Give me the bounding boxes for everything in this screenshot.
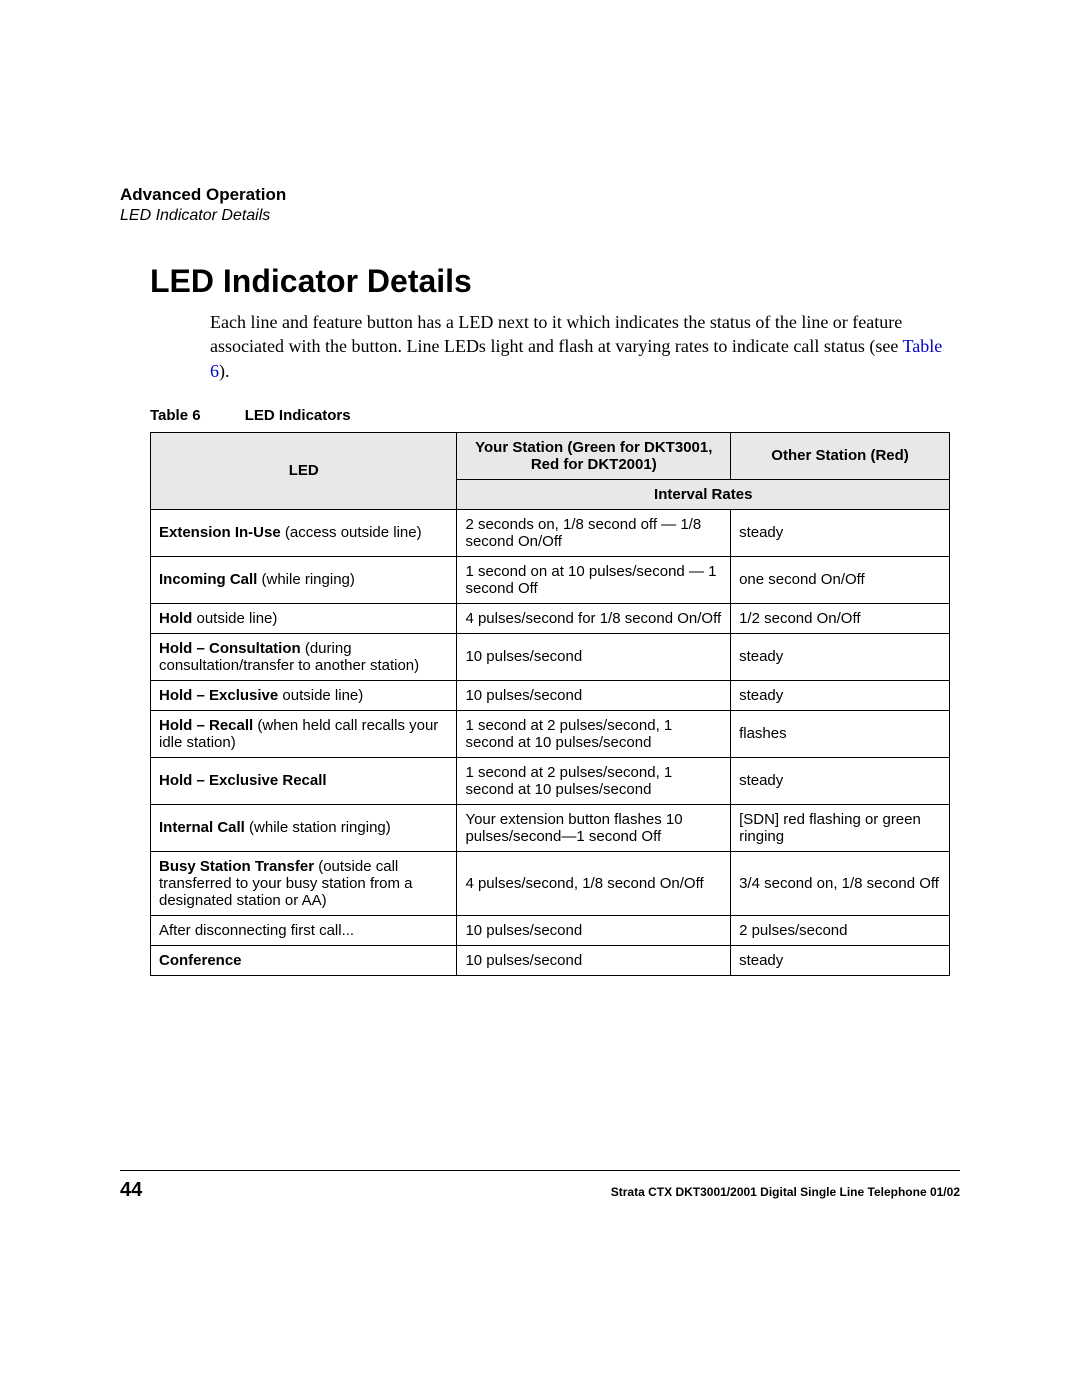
cell-led-bold: Hold – Consultation	[159, 640, 301, 657]
cell-led-bold: Incoming Call	[159, 571, 257, 588]
cell-led-rest: (while station ringing)	[245, 819, 391, 836]
cell-led: Conference	[151, 945, 457, 975]
table-row: Hold outside line)4 pulses/second for 1/…	[151, 603, 950, 633]
table-row: Internal Call (while station ringing)You…	[151, 804, 950, 851]
cell-your-station: 10 pulses/second	[457, 945, 731, 975]
cell-led: Busy Station Transfer (outside call tran…	[151, 851, 457, 915]
cell-led-bold: Hold	[159, 610, 192, 627]
cell-led-rest: (while ringing)	[257, 571, 355, 588]
cell-your-station: 10 pulses/second	[457, 680, 731, 710]
cell-led-bold: Extension In-Use	[159, 524, 281, 541]
table-caption-title: LED Indicators	[245, 407, 351, 424]
page-footer: 44 Strata CTX DKT3001/2001 Digital Singl…	[120, 1170, 960, 1202]
cell-your-station: 4 pulses/second for 1/8 second On/Off	[457, 603, 731, 633]
led-indicators-table: LED Your Station (Green for DKT3001, Red…	[150, 432, 950, 976]
table-caption: Table 6 LED Indicators	[150, 407, 960, 424]
table-header-row-1: LED Your Station (Green for DKT3001, Red…	[151, 432, 950, 479]
table-row: Hold – Exclusive Recall 1 second at 2 pul…	[151, 757, 950, 804]
cell-other-station: steady	[731, 680, 950, 710]
cell-led: Hold – Consultation (during consultation…	[151, 633, 457, 680]
cell-your-station: 1 second on at 10 pulses/second — 1 seco…	[457, 556, 731, 603]
cell-led: Hold outside line)	[151, 603, 457, 633]
cell-led: After disconnecting first call...	[151, 915, 457, 945]
page-content: Advanced Operation LED Indicator Details…	[0, 0, 1080, 976]
col-header-led: LED	[151, 432, 457, 509]
header-subsection-title: LED Indicator Details	[120, 207, 960, 225]
cell-led-bold: Hold – Exclusive Recall	[159, 772, 327, 789]
cell-other-station: steady	[731, 633, 950, 680]
col-header-your-station: Your Station (Green for DKT3001, Red for…	[457, 432, 731, 479]
cell-your-station: 2 seconds on, 1/8 second off — 1/8 secon…	[457, 509, 731, 556]
cell-your-station: 10 pulses/second	[457, 633, 731, 680]
cell-your-station: Your extension button flashes 10 pulses/…	[457, 804, 731, 851]
table-row: Extension In-Use (access outside line)2 …	[151, 509, 950, 556]
cell-led-rest: outside line)	[278, 687, 363, 704]
cell-led: Extension In-Use (access outside line)	[151, 509, 457, 556]
cell-your-station: 1 second at 2 pulses/second, 1 second at…	[457, 757, 731, 804]
table-body: Extension In-Use (access outside line)2 …	[151, 509, 950, 975]
cell-other-station: 1/2 second On/Off	[731, 603, 950, 633]
table-row: Busy Station Transfer (outside call tran…	[151, 851, 950, 915]
footer-doc-title: Strata CTX DKT3001/2001 Digital Single L…	[611, 1185, 960, 1199]
intro-text-prefix: Each line and feature button has a LED n…	[210, 312, 902, 356]
page-number: 44	[120, 1179, 142, 1202]
intro-text-suffix: ).	[219, 361, 230, 381]
col-header-interval-rates: Interval Rates	[457, 479, 950, 509]
cell-led-bold: Hold – Recall	[159, 717, 253, 734]
page-title: LED Indicator Details	[150, 263, 960, 300]
cell-other-station: steady	[731, 509, 950, 556]
table-row: Hold – Exclusive outside line)10 pulses/…	[151, 680, 950, 710]
table-row: Hold – Consultation (during consultation…	[151, 633, 950, 680]
cell-led-bold: Busy Station Transfer	[159, 858, 314, 875]
cell-led: Hold – Exclusive outside line)	[151, 680, 457, 710]
cell-led-bold: Internal Call	[159, 819, 245, 836]
table-row: Conference 10 pulses/secondsteady	[151, 945, 950, 975]
cell-led: Hold – Recall (when held call recalls yo…	[151, 710, 457, 757]
cell-other-station: 2 pulses/second	[731, 915, 950, 945]
table-caption-label: Table 6	[150, 407, 201, 424]
table-row: Incoming Call (while ringing)1 second on…	[151, 556, 950, 603]
cell-other-station: 3/4 second on, 1/8 second Off	[731, 851, 950, 915]
cell-your-station: 4 pulses/second, 1/8 second On/Off	[457, 851, 731, 915]
header-section-title: Advanced Operation	[120, 185, 960, 205]
cell-led-rest: (access outside line)	[281, 524, 422, 541]
cell-led-bold: Conference	[159, 952, 242, 969]
cell-led: Hold – Exclusive Recall	[151, 757, 457, 804]
running-header: Advanced Operation LED Indicator Details	[120, 185, 960, 225]
cell-other-station: flashes	[731, 710, 950, 757]
intro-paragraph: Each line and feature button has a LED n…	[210, 310, 960, 383]
cell-your-station: 1 second at 2 pulses/second, 1 second at…	[457, 710, 731, 757]
col-header-other-station: Other Station (Red)	[731, 432, 950, 479]
cell-led-rest: outside line)	[192, 610, 277, 627]
cell-led: Incoming Call (while ringing)	[151, 556, 457, 603]
cell-led-rest: After disconnecting first call...	[159, 922, 354, 939]
cell-led: Internal Call (while station ringing)	[151, 804, 457, 851]
cell-other-station: one second On/Off	[731, 556, 950, 603]
table-row: After disconnecting first call... 10 puls…	[151, 915, 950, 945]
cell-other-station: steady	[731, 945, 950, 975]
cell-led-bold: Hold – Exclusive	[159, 687, 278, 704]
cell-other-station: steady	[731, 757, 950, 804]
cell-other-station: [SDN] red flashing or green ringing	[731, 804, 950, 851]
cell-your-station: 10 pulses/second	[457, 915, 731, 945]
table-row: Hold – Recall (when held call recalls yo…	[151, 710, 950, 757]
